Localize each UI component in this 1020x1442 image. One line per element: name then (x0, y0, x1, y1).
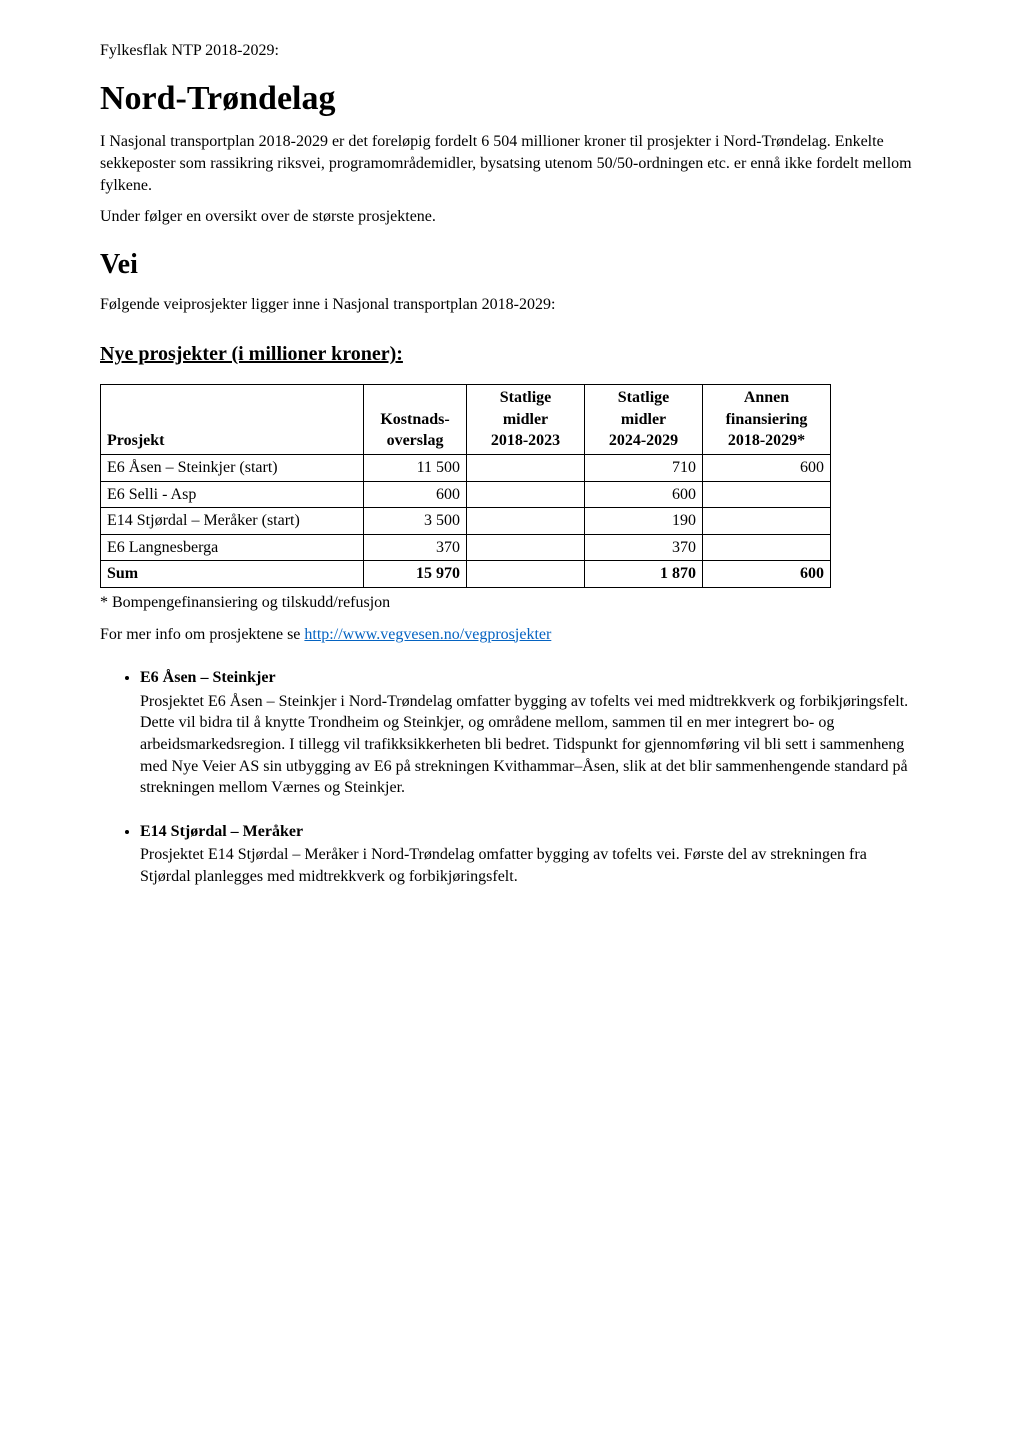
table-body: E6 Åsen – Steinkjer (start) 11 500 710 6… (101, 455, 831, 588)
col-annen-finansiering: Annen finansiering 2018-2029* (703, 385, 831, 455)
col-kostnad-l2: overslag (387, 432, 444, 449)
cell-prosjekt: E14 Stjørdal – Meråker (start) (101, 508, 364, 535)
cell-kost: 3 500 (364, 508, 467, 535)
cell-s1 (467, 481, 585, 508)
intro-paragraph-1: I Nasjonal transportplan 2018-2029 er de… (100, 131, 920, 196)
col-stat2-l2: midler (621, 411, 666, 428)
bullet-heading: E6 Åsen – Steinkjer (140, 669, 276, 686)
col-kostnad: Kostnads- overslag (364, 385, 467, 455)
cell-annen (703, 508, 831, 535)
cell-sum-label: Sum (101, 561, 364, 588)
cell-sum-s1 (467, 561, 585, 588)
col-prosjekt: Prosjekt (101, 385, 364, 455)
col-stat1-l2: midler (503, 411, 548, 428)
cell-prosjekt: E6 Langnesberga (101, 534, 364, 561)
project-bullet-list: E6 Åsen – Steinkjer Prosjektet E6 Åsen –… (100, 667, 920, 887)
cell-annen (703, 481, 831, 508)
col-annen-l3: 2018-2029* (728, 432, 805, 449)
table-row: E6 Selli - Asp 600 600 (101, 481, 831, 508)
section-heading-vei: Vei (100, 246, 920, 284)
cell-prosjekt: E6 Åsen – Steinkjer (start) (101, 455, 364, 482)
col-prosjekt-label: Prosjekt (107, 432, 164, 449)
cell-s1 (467, 534, 585, 561)
cell-s1 (467, 455, 585, 482)
col-stat2-l3: 2024-2029 (609, 432, 678, 449)
col-statlige-2024-2029: Statlige midler 2024-2029 (585, 385, 703, 455)
col-statlige-2018-2023: Statlige midler 2018-2023 (467, 385, 585, 455)
table-sum-row: Sum 15 970 1 870 600 (101, 561, 831, 588)
pre-title: Fylkesflak NTP 2018-2029: (100, 40, 920, 62)
col-stat1-l3: 2018-2023 (491, 432, 560, 449)
project-bullet-item: E14 Stjørdal – Meråker Prosjektet E14 St… (140, 821, 920, 888)
cell-kost: 600 (364, 481, 467, 508)
bullet-heading: E14 Stjørdal – Meråker (140, 823, 303, 840)
projects-table: Prosjekt Kostnads- overslag Statlige mid… (100, 384, 831, 588)
cell-s2: 600 (585, 481, 703, 508)
page-title: Nord-Trøndelag (100, 76, 920, 122)
intro-paragraph-2: Under følger en oversikt over de største… (100, 206, 920, 228)
cell-kost: 370 (364, 534, 467, 561)
col-annen-l1: Annen (744, 389, 789, 406)
table-row: E6 Åsen – Steinkjer (start) 11 500 710 6… (101, 455, 831, 482)
col-stat2-l1: Statlige (618, 389, 670, 406)
bullet-body: Prosjektet E14 Stjørdal – Meråker i Nord… (140, 844, 920, 887)
more-info-paragraph: For mer info om prosjektene se http://ww… (100, 624, 920, 646)
cell-s2: 190 (585, 508, 703, 535)
table-row: E14 Stjørdal – Meråker (start) 3 500 190 (101, 508, 831, 535)
col-stat1-l1: Statlige (500, 389, 552, 406)
table-row: E6 Langnesberga 370 370 (101, 534, 831, 561)
project-bullet-item: E6 Åsen – Steinkjer Prosjektet E6 Åsen –… (140, 667, 920, 799)
cell-s1 (467, 508, 585, 535)
vei-intro: Følgende veiprosjekter ligger inne i Nas… (100, 294, 920, 316)
cell-prosjekt: E6 Selli - Asp (101, 481, 364, 508)
cell-sum-annen: 600 (703, 561, 831, 588)
table-header-row: Prosjekt Kostnads- overslag Statlige mid… (101, 385, 831, 455)
cell-annen: 600 (703, 455, 831, 482)
col-annen-l2: finansiering (726, 411, 808, 428)
more-info-prefix: For mer info om prosjektene se (100, 626, 304, 643)
cell-s2: 710 (585, 455, 703, 482)
table-heading: Nye prosjekter (i millioner kroner): (100, 341, 920, 368)
col-kostnad-l1: Kostnads- (380, 411, 449, 428)
cell-kost: 11 500 (364, 455, 467, 482)
cell-sum-kost: 15 970 (364, 561, 467, 588)
vegvesen-link[interactable]: http://www.vegvesen.no/vegprosjekter (304, 626, 551, 643)
bullet-body: Prosjektet E6 Åsen – Steinkjer i Nord-Tr… (140, 691, 920, 799)
cell-sum-s2: 1 870 (585, 561, 703, 588)
cell-s2: 370 (585, 534, 703, 561)
table-footnote: * Bompengefinansiering og tilskudd/refus… (100, 592, 920, 614)
cell-annen (703, 534, 831, 561)
